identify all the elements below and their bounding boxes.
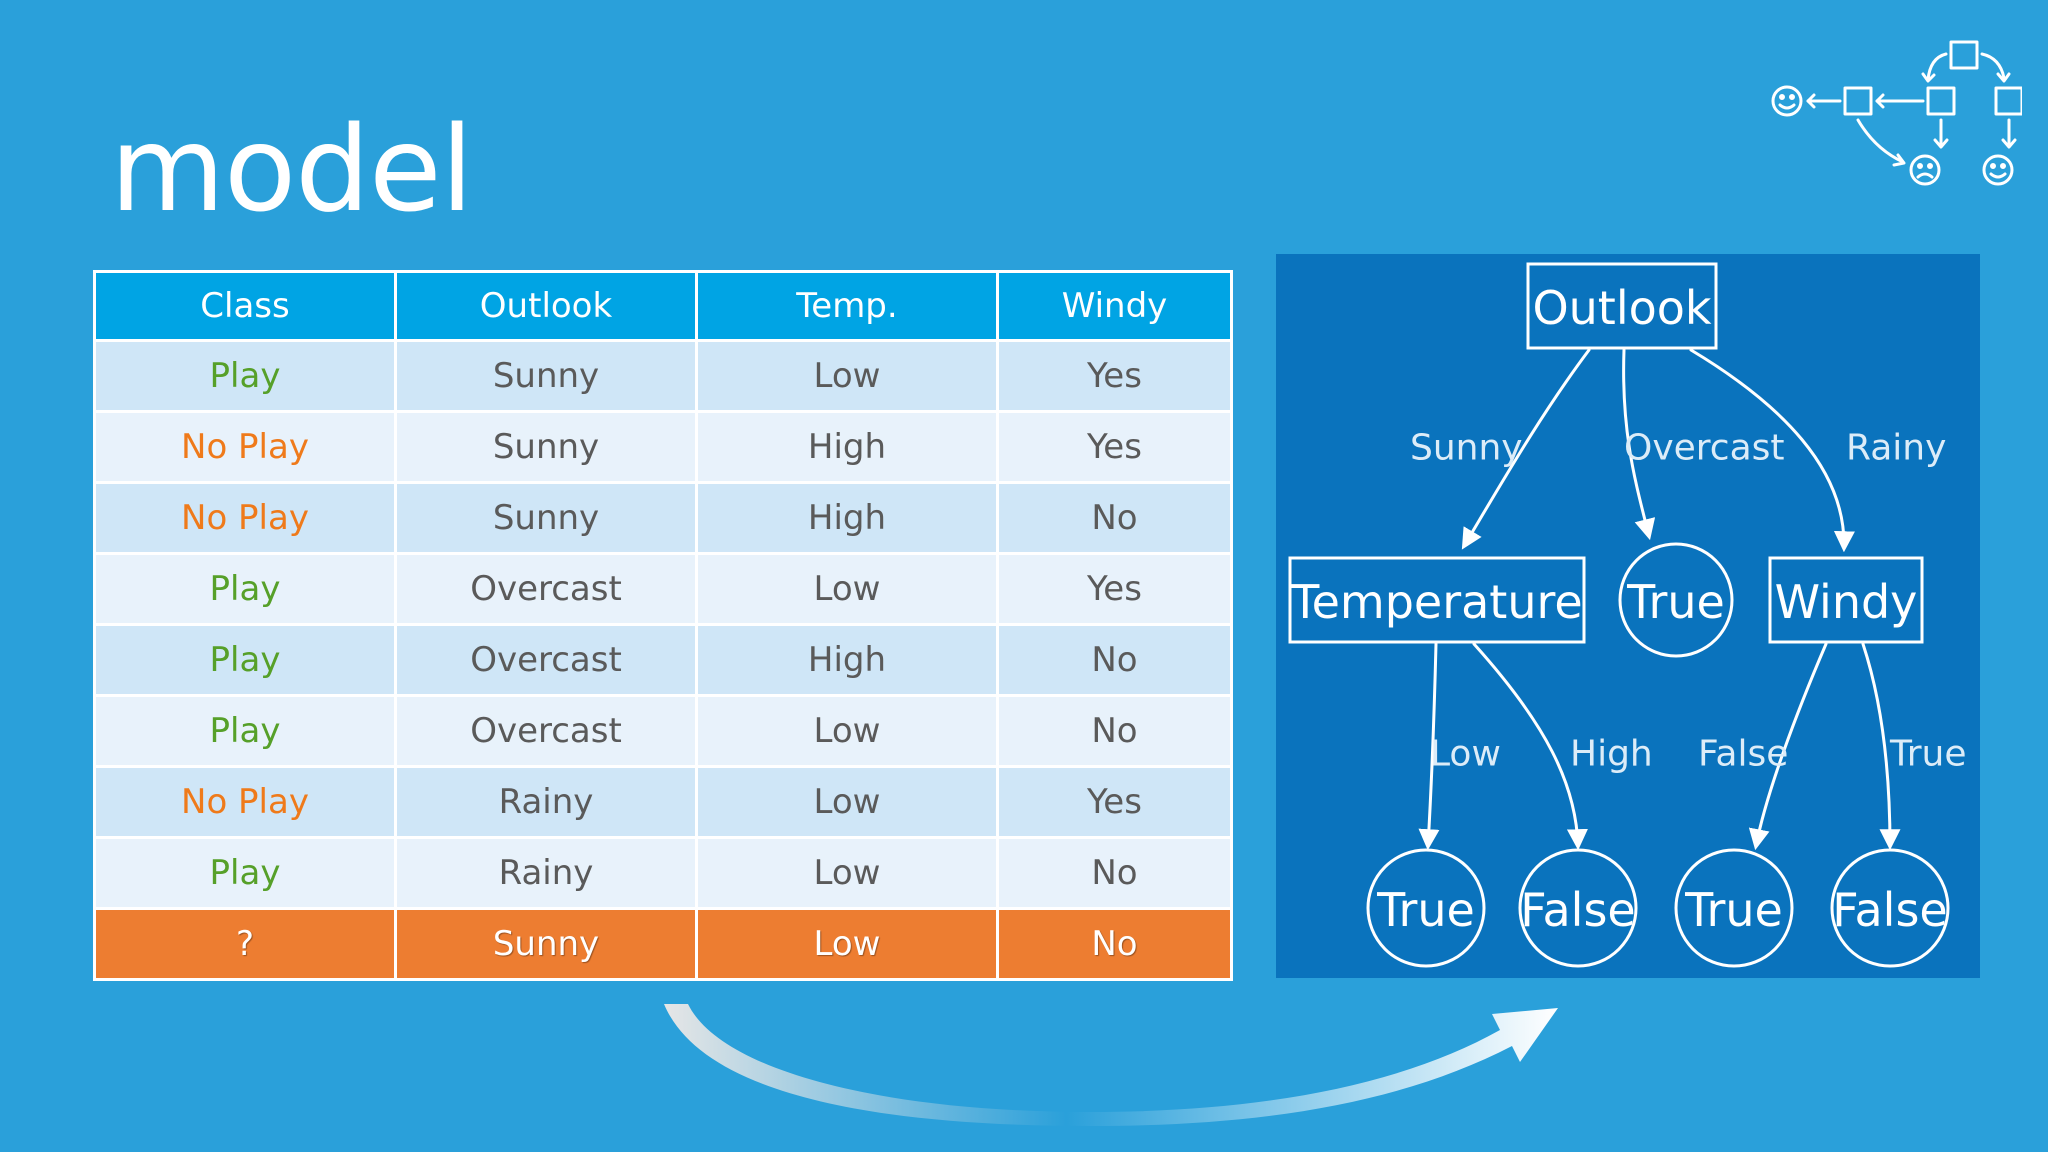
table-row: Play Overcast Low Yes: [93, 552, 1233, 626]
class-cell: Play: [93, 623, 397, 697]
temp-cell: High: [695, 410, 999, 484]
edge-sunny: [1461, 348, 1591, 550]
temp-cell: Low: [695, 836, 999, 910]
leaf-windy-false-label: True: [1684, 883, 1783, 937]
class-cell: No Play: [93, 481, 397, 555]
query-outlook-cell: Sunny: [394, 907, 698, 981]
windy-cell: Yes: [996, 552, 1233, 626]
windy-cell: Yes: [996, 765, 1233, 839]
leaf-windy-true-circle: [1830, 848, 1950, 968]
node-overcast-leaf-label: True: [1626, 575, 1725, 629]
outlook-cell: Overcast: [394, 552, 698, 626]
outlook-cell: Sunny: [394, 481, 698, 555]
class-cell: Play: [93, 552, 397, 626]
table-row: Play Overcast High No: [93, 623, 1233, 697]
edge-label-rainy: Rainy: [1846, 428, 1946, 469]
class-cell: Play: [93, 694, 397, 768]
windy-cell: No: [996, 836, 1233, 910]
node-temperature-label: Temperature: [1290, 575, 1582, 629]
leaf-low-label: True: [1376, 883, 1475, 937]
header-windy: Windy: [996, 270, 1233, 342]
header-temp: Temp.: [695, 270, 999, 342]
table-row: No Play Rainy Low Yes: [93, 765, 1233, 839]
query-class-cell: ?: [93, 907, 397, 981]
leaf-high-circle: [1518, 848, 1638, 968]
windy-cell: Yes: [996, 410, 1233, 484]
outlook-cell: Sunny: [394, 339, 698, 413]
edge-label-sunny: Sunny: [1410, 428, 1523, 469]
temp-cell: Low: [695, 552, 999, 626]
edge-label-low: Low: [1430, 734, 1501, 775]
table-row: No Play Sunny High No: [93, 481, 1233, 555]
edge-rainy: [1689, 348, 1855, 553]
class-cell: Play: [93, 339, 397, 413]
edge-label-high: High: [1570, 734, 1653, 775]
node-outlook-box: [1526, 262, 1718, 350]
windy-cell: No: [996, 694, 1233, 768]
edge-label-false: False: [1698, 734, 1788, 775]
class-cell: Play: [93, 836, 397, 910]
table-row: Play Overcast Low No: [93, 694, 1233, 768]
table-row: Play Rainy Low No: [93, 836, 1233, 910]
outlook-cell: Overcast: [394, 694, 698, 768]
windy-cell: No: [996, 481, 1233, 555]
edge-label-overcast: Overcast: [1624, 428, 1785, 469]
class-cell: No Play: [93, 765, 397, 839]
leaf-low-circle: [1366, 848, 1486, 968]
query-windy-cell: No: [996, 907, 1233, 981]
outlook-cell: Rainy: [394, 836, 698, 910]
curved-arrow-icon: [664, 1004, 1558, 1126]
edge-label-true: True: [1889, 734, 1966, 775]
temp-cell: High: [695, 623, 999, 697]
header-outlook: Outlook: [394, 270, 698, 342]
temp-cell: High: [695, 481, 999, 555]
edge-windy-false: [1748, 642, 1828, 851]
leaf-windy-false-circle: [1674, 848, 1794, 968]
header-class: Class: [93, 270, 397, 342]
edge-high: [1472, 642, 1588, 851]
query-row: ? Sunny Low No: [93, 907, 1233, 981]
table-row: Play Sunny Low Yes: [93, 339, 1233, 413]
leaf-high-label: False: [1520, 883, 1635, 937]
edge-windy-true: [1861, 642, 1901, 851]
windy-cell: Yes: [996, 339, 1233, 413]
node-windy-label: Windy: [1775, 575, 1918, 629]
node-windy-box: [1768, 556, 1924, 644]
training-data-table: Class Outlook Temp. Windy Play Sunny Low…: [93, 270, 1233, 981]
query-temp-cell: Low: [695, 907, 999, 981]
decision-flow-icon: [1771, 40, 2022, 186]
outlook-cell: Overcast: [394, 623, 698, 697]
slide-title: model: [110, 100, 473, 238]
temp-cell: Low: [695, 765, 999, 839]
table-row: No Play Sunny High Yes: [93, 410, 1233, 484]
decision-tree: Outlook Temperature True Windy True Fals…: [1276, 254, 1980, 978]
node-outlook-label: Outlook: [1532, 281, 1711, 335]
leaf-windy-true-label: False: [1832, 883, 1947, 937]
outlook-cell: Rainy: [394, 765, 698, 839]
temp-cell: Low: [695, 694, 999, 768]
node-temperature-box: [1288, 556, 1586, 644]
table-header-row: Class Outlook Temp. Windy: [93, 270, 1233, 342]
edge-overcast: [1622, 348, 1656, 541]
edge-low: [1418, 642, 1440, 851]
outlook-cell: Sunny: [394, 410, 698, 484]
class-cell: No Play: [93, 410, 397, 484]
temp-cell: Low: [695, 339, 999, 413]
node-overcast-leaf-circle: [1618, 542, 1734, 658]
windy-cell: No: [996, 623, 1233, 697]
